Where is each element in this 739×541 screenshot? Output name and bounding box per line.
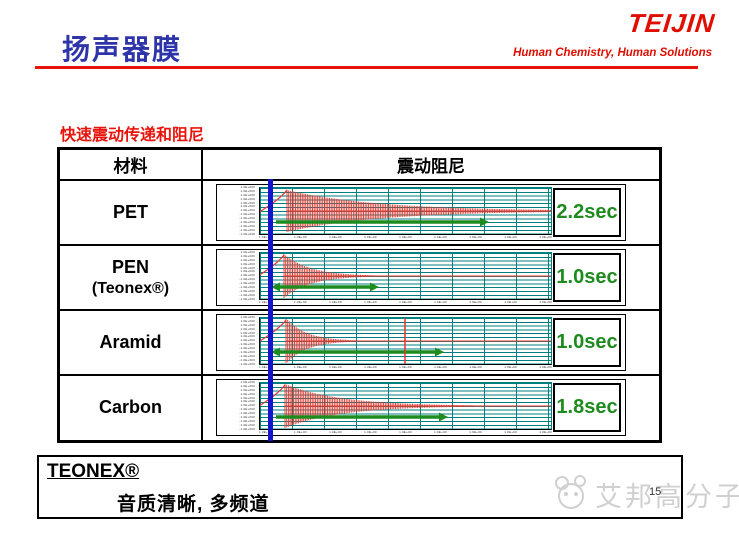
section-subtitle: 快速震动传递和阻尼 bbox=[60, 127, 205, 144]
damping-time-value: 1.0sec bbox=[556, 266, 618, 288]
material-label: Aramid bbox=[99, 331, 162, 352]
page-title: 扬声器膜 bbox=[62, 34, 183, 65]
conclusion-box: TEONEX® 音质清晰, 多频道 bbox=[37, 455, 683, 519]
x-axis-tick-labels: 1.0E+00 1.0E+00 1.0E+00 1.0E+00 1.0E+00 1.0E+… bbox=[259, 235, 552, 239]
waveform-chart: 1.0E+000 1.0E+000 1.0E+000 1.0E+000 1.0E+000… bbox=[216, 379, 626, 436]
damping-table: 材料 震动阻尼 PET 1.0E+000 1.0E+000 1.0E+000 1.0E… bbox=[57, 147, 662, 443]
watermark-text: 艾邦高分子 bbox=[595, 482, 739, 512]
material-cell: Aramid bbox=[60, 311, 203, 374]
damping-cell: 1.0E+000 1.0E+000 1.0E+000 1.0E+000 1.0E+000… bbox=[203, 181, 659, 244]
col-header-material: 材料 bbox=[60, 150, 203, 179]
damping-cell: 1.0E+000 1.0E+000 1.0E+000 1.0E+000 1.0E+000… bbox=[203, 376, 659, 440]
conclusion-text: 音质清晰, 多频道 bbox=[117, 494, 270, 515]
material-label: PEN bbox=[111, 257, 149, 278]
x-axis-tick-labels: 1.0E+00 1.0E+00 1.0E+00 1.0E+00 1.0E+00 1.0E+… bbox=[259, 300, 552, 304]
col-header-damping: 震动阻尼 bbox=[397, 157, 465, 176]
material-cell: PET bbox=[60, 181, 203, 244]
waveform-chart: 1.0E+000 1.0E+000 1.0E+000 1.0E+000 1.0E+000… bbox=[216, 249, 626, 306]
teijin-logo: TEIJIN bbox=[626, 8, 717, 38]
material-cell: Carbon bbox=[60, 376, 203, 440]
y-axis-tick-labels: 1.0E+000 1.0E+000 1.0E+000 1.0E+000 1.0E+000… bbox=[239, 185, 255, 236]
damping-time-value: 1.0sec bbox=[556, 331, 618, 353]
time-origin-marker-line bbox=[268, 179, 273, 441]
logo-tagline: Human Chemistry, Human Solutions bbox=[513, 47, 712, 59]
material-label: PET bbox=[112, 201, 148, 222]
damping-time-badge: 2.2sec bbox=[553, 188, 621, 237]
table-row-pet: PET 1.0E+000 1.0E+000 1.0E+000 1.0E+000 1.0E… bbox=[60, 181, 659, 246]
table-header-row: 材料 震动阻尼 bbox=[60, 150, 659, 181]
watermark: 艾邦高分子 bbox=[552, 474, 739, 515]
waveform-plot-area bbox=[259, 382, 552, 430]
table-row-pen: PEN (Teonex®) 1.0E+000 1.0E+000 1.0E+000 1.… bbox=[60, 246, 659, 311]
material-sublabel: (Teonex®) bbox=[91, 279, 170, 297]
damping-time-badge: 1.0sec bbox=[553, 253, 621, 302]
y-axis-tick-labels: 1.0E+000 1.0E+000 1.0E+000 1.0E+000 1.0E+000… bbox=[239, 380, 255, 431]
x-axis-tick-labels: 1.0E+00 1.0E+00 1.0E+00 1.0E+00 1.0E+00 1.0E+… bbox=[259, 430, 552, 434]
x-axis-tick-labels: 1.0E+00 1.0E+00 1.0E+00 1.0E+00 1.0E+00 1.0E+… bbox=[259, 365, 552, 369]
waveform-plot-area bbox=[259, 317, 552, 365]
damping-time-value: 1.8sec bbox=[556, 396, 618, 418]
damping-time-badge: 1.0sec bbox=[553, 318, 621, 367]
material-label: Carbon bbox=[99, 397, 162, 418]
table-row-aramid: Aramid 1.0E+000 1.0E+000 1.0E+000 1.0E+000 1… bbox=[60, 311, 659, 376]
panda-logo-icon bbox=[552, 474, 590, 515]
page-number: 15 bbox=[649, 486, 662, 498]
damping-cell: 1.0E+000 1.0E+000 1.0E+000 1.0E+000 1.0E+000… bbox=[203, 246, 659, 309]
waveform-chart: 1.0E+000 1.0E+000 1.0E+000 1.0E+000 1.0E+000… bbox=[216, 314, 626, 371]
header-divider bbox=[35, 66, 698, 69]
material-cell: PEN (Teonex®) bbox=[60, 246, 203, 309]
damping-time-badge: 1.8sec bbox=[553, 383, 621, 432]
y-axis-tick-labels: 1.0E+000 1.0E+000 1.0E+000 1.0E+000 1.0E+000… bbox=[239, 315, 255, 366]
table-row-carbon: Carbon 1.0E+000 1.0E+000 1.0E+000 1.0E+000 1… bbox=[60, 376, 659, 440]
damping-cell: 1.0E+000 1.0E+000 1.0E+000 1.0E+000 1.0E+000… bbox=[203, 311, 659, 374]
waveform-chart: 1.0E+000 1.0E+000 1.0E+000 1.0E+000 1.0E+000… bbox=[216, 184, 626, 241]
waveform-plot-area bbox=[259, 252, 552, 300]
damping-time-value: 2.2sec bbox=[556, 201, 618, 223]
waveform-plot-area bbox=[259, 187, 552, 235]
brand-name: TEONEX® bbox=[47, 461, 140, 482]
y-axis-tick-labels: 1.0E+000 1.0E+000 1.0E+000 1.0E+000 1.0E+000… bbox=[239, 250, 255, 301]
